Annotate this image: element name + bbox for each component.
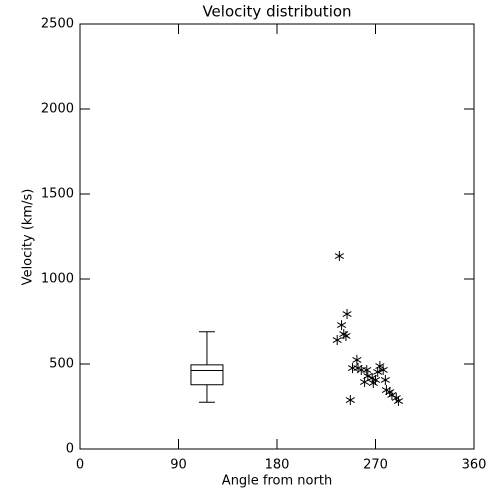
x-tick-label: 180 <box>265 458 290 473</box>
x-tick-label: 360 <box>462 458 487 473</box>
point <box>385 387 395 398</box>
point <box>363 371 373 382</box>
point <box>342 309 352 320</box>
chart-title: Velocity distribution <box>202 3 351 21</box>
point <box>370 374 381 385</box>
x-tick-label: 0 <box>76 458 84 473</box>
x-tick-label: 270 <box>363 458 388 473</box>
x-tick-label: 90 <box>170 458 187 473</box>
point <box>352 354 362 365</box>
y-axis-label: Velocity (km/s) <box>21 189 36 286</box>
point <box>378 364 388 375</box>
y-tick-label: 2500 <box>41 17 74 32</box>
point <box>393 396 404 407</box>
point <box>345 395 355 406</box>
point <box>341 330 351 341</box>
y-tick-label: 2000 <box>41 102 74 117</box>
point <box>380 374 390 385</box>
box <box>190 364 224 386</box>
y-tick-label: 0 <box>66 442 74 457</box>
point <box>362 364 372 375</box>
point <box>368 378 378 389</box>
y-tick-label: 500 <box>49 357 74 372</box>
point <box>347 363 358 374</box>
point <box>373 366 383 377</box>
point <box>332 335 342 346</box>
point <box>336 320 347 331</box>
point <box>334 251 344 262</box>
point <box>391 393 401 403</box>
x-axis-label: Angle from north <box>222 474 332 489</box>
y-tick-label: 1000 <box>41 272 74 287</box>
plot-frame <box>79 23 475 450</box>
y-tick-label: 1500 <box>41 187 74 202</box>
